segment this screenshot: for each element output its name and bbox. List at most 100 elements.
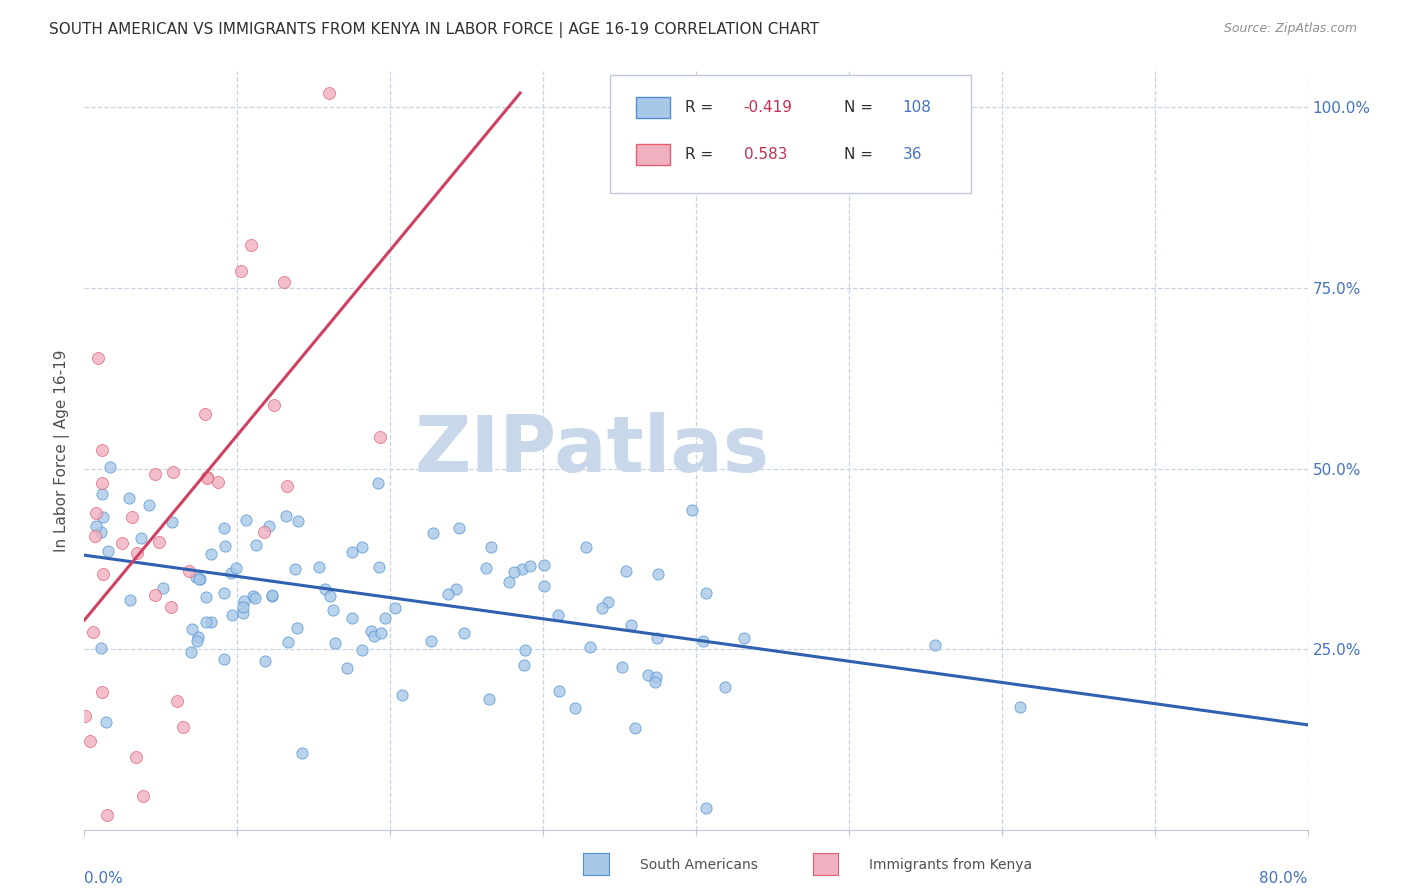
Text: Source: ZipAtlas.com: Source: ZipAtlas.com xyxy=(1223,22,1357,36)
Point xyxy=(277,635,299,649)
Point xyxy=(474,560,496,574)
Bar xyxy=(636,97,671,119)
Point xyxy=(219,566,242,581)
Text: SOUTH AMERICAN VS IMMIGRANTS FROM KENYA IN LABOR FORCE | AGE 16-19 CORRELATION C: SOUTH AMERICAN VS IMMIGRANTS FROM KENYA … xyxy=(49,22,820,38)
Point xyxy=(143,467,166,481)
Point xyxy=(207,475,229,490)
Point xyxy=(117,491,139,506)
Point xyxy=(221,608,243,623)
Point xyxy=(533,558,555,573)
Point xyxy=(620,618,643,632)
Point xyxy=(591,601,613,615)
Point xyxy=(287,514,309,528)
Point xyxy=(714,680,737,694)
Point xyxy=(194,590,217,604)
Text: R =: R = xyxy=(685,147,718,162)
Point xyxy=(692,633,714,648)
Point xyxy=(231,264,253,278)
Point xyxy=(240,238,263,252)
Point xyxy=(352,540,374,554)
Point xyxy=(242,589,264,603)
Point xyxy=(160,515,183,529)
Text: 108: 108 xyxy=(903,100,932,115)
Point xyxy=(75,709,97,723)
Point xyxy=(87,351,110,365)
Point xyxy=(367,560,389,574)
Point xyxy=(290,746,312,760)
Point xyxy=(924,638,946,652)
Point xyxy=(97,544,120,558)
Point xyxy=(152,582,174,596)
Point xyxy=(132,789,155,803)
Point xyxy=(478,691,501,706)
Point xyxy=(129,531,152,545)
Point xyxy=(322,603,344,617)
Point xyxy=(96,808,118,822)
Point xyxy=(285,621,308,635)
Point xyxy=(644,670,666,684)
Point xyxy=(513,658,536,673)
Point xyxy=(245,538,267,552)
Point xyxy=(510,562,533,576)
Point xyxy=(232,599,254,614)
Text: 36: 36 xyxy=(903,147,922,162)
Point xyxy=(188,572,211,586)
Point xyxy=(513,643,536,657)
Point xyxy=(449,521,471,535)
Point xyxy=(446,582,468,597)
Point xyxy=(160,600,183,615)
Point xyxy=(481,541,503,555)
Point xyxy=(91,510,114,524)
Point xyxy=(235,513,257,527)
Point xyxy=(257,519,280,533)
Point xyxy=(232,606,254,620)
Point xyxy=(363,629,385,643)
Point xyxy=(200,615,222,629)
Point xyxy=(121,509,143,524)
Point xyxy=(186,633,208,648)
Point xyxy=(564,701,586,715)
Point xyxy=(212,586,235,600)
Point xyxy=(186,570,208,584)
Text: N =: N = xyxy=(844,147,877,162)
Point xyxy=(91,475,114,490)
Point xyxy=(647,567,669,582)
Point xyxy=(195,471,218,485)
Text: -0.419: -0.419 xyxy=(744,100,793,115)
Point xyxy=(125,750,148,764)
Point xyxy=(579,640,602,655)
Bar xyxy=(636,145,671,165)
Point xyxy=(194,615,217,629)
Point xyxy=(637,668,659,682)
Point xyxy=(422,526,444,541)
Point xyxy=(263,398,285,412)
Point xyxy=(180,645,202,659)
Point xyxy=(502,565,524,579)
Point xyxy=(225,561,247,575)
Point xyxy=(733,631,755,645)
Point xyxy=(90,641,112,656)
Text: ZIPatlas: ZIPatlas xyxy=(415,412,769,489)
Point xyxy=(352,642,374,657)
Point xyxy=(695,585,717,599)
Point xyxy=(370,625,392,640)
Point xyxy=(314,582,336,597)
Point xyxy=(547,684,569,698)
Text: South Americans: South Americans xyxy=(640,858,758,872)
Point xyxy=(374,611,396,625)
Point xyxy=(195,470,218,484)
Point xyxy=(318,86,340,100)
Point xyxy=(623,721,645,735)
Point xyxy=(111,536,134,550)
Point xyxy=(644,675,666,690)
Text: Immigrants from Kenya: Immigrants from Kenya xyxy=(869,858,1032,872)
Point xyxy=(214,539,236,553)
Point xyxy=(138,498,160,512)
Point xyxy=(384,601,406,615)
Point xyxy=(143,588,166,602)
Point xyxy=(93,566,115,581)
Point xyxy=(214,521,236,535)
Point xyxy=(340,545,363,559)
Point xyxy=(681,503,703,517)
Point xyxy=(368,430,391,444)
